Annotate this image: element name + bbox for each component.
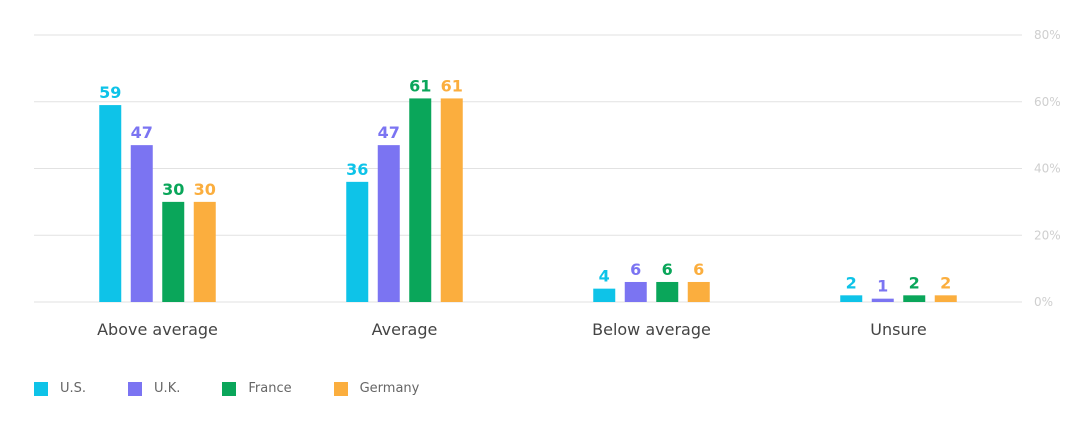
bar [346, 181, 369, 302]
bar [903, 295, 926, 302]
legend: U.S. U.K. France Germany [34, 381, 461, 396]
category-label: Above average [97, 320, 218, 339]
y-tick-label: 80% [1034, 28, 1061, 42]
category-label: Unsure [870, 320, 926, 339]
data-label: 4 [599, 267, 610, 286]
y-axis-ticks: 0% 20% 40% 60% 80% [1034, 28, 1061, 309]
category-label: Average [372, 320, 438, 339]
y-tick-label: 60% [1034, 95, 1061, 109]
bar [99, 105, 122, 303]
data-label: 6 [662, 260, 673, 279]
bar [687, 281, 710, 302]
bar [440, 98, 463, 302]
data-label: 30 [162, 180, 184, 199]
bar [130, 145, 153, 302]
legend-item: U.K. [128, 381, 180, 396]
data-label: 61 [441, 76, 463, 95]
y-tick-label: 40% [1034, 162, 1061, 176]
bar [409, 98, 432, 302]
bars [99, 98, 957, 303]
data-label: 59 [99, 83, 121, 102]
data-label: 6 [630, 260, 641, 279]
category-labels: Above average Average Below average Unsure [97, 320, 927, 339]
bar [193, 201, 216, 302]
bar [934, 295, 957, 302]
data-label: 6 [693, 260, 704, 279]
data-label: 61 [409, 76, 431, 95]
legend-label: Germany [359, 381, 420, 396]
bar [377, 145, 400, 302]
bar [624, 281, 647, 302]
legend-swatch [34, 381, 48, 396]
legend-label: France [248, 381, 292, 396]
data-label: 36 [346, 160, 368, 179]
data-label: 2 [940, 273, 951, 292]
data-label: 2 [846, 273, 857, 292]
y-tick-label: 0% [1034, 295, 1053, 309]
legend-swatch [333, 381, 348, 396]
legend-item: Germany [333, 381, 420, 396]
data-label: 1 [877, 277, 888, 296]
y-tick-label: 20% [1034, 228, 1061, 242]
bar [656, 281, 679, 302]
data-label: 30 [194, 180, 216, 199]
legend-item: France [222, 381, 292, 396]
legend-label: U.S. [60, 381, 87, 396]
legend-swatch [128, 381, 143, 396]
data-label: 2 [909, 273, 920, 292]
legend-swatch [222, 381, 237, 396]
bar [840, 295, 863, 302]
data-label: 47 [131, 123, 153, 142]
legend-item: U.S. [34, 381, 86, 396]
data-label: 47 [378, 123, 400, 142]
legend-label: U.K. [154, 381, 181, 396]
bar [593, 288, 616, 302]
bar [162, 201, 185, 302]
bar [871, 298, 894, 302]
data-labels: 59 47 30 30 36 47 61 61 4 6 6 6 2 1 2 2 [99, 76, 951, 295]
category-label: Below average [592, 320, 711, 339]
